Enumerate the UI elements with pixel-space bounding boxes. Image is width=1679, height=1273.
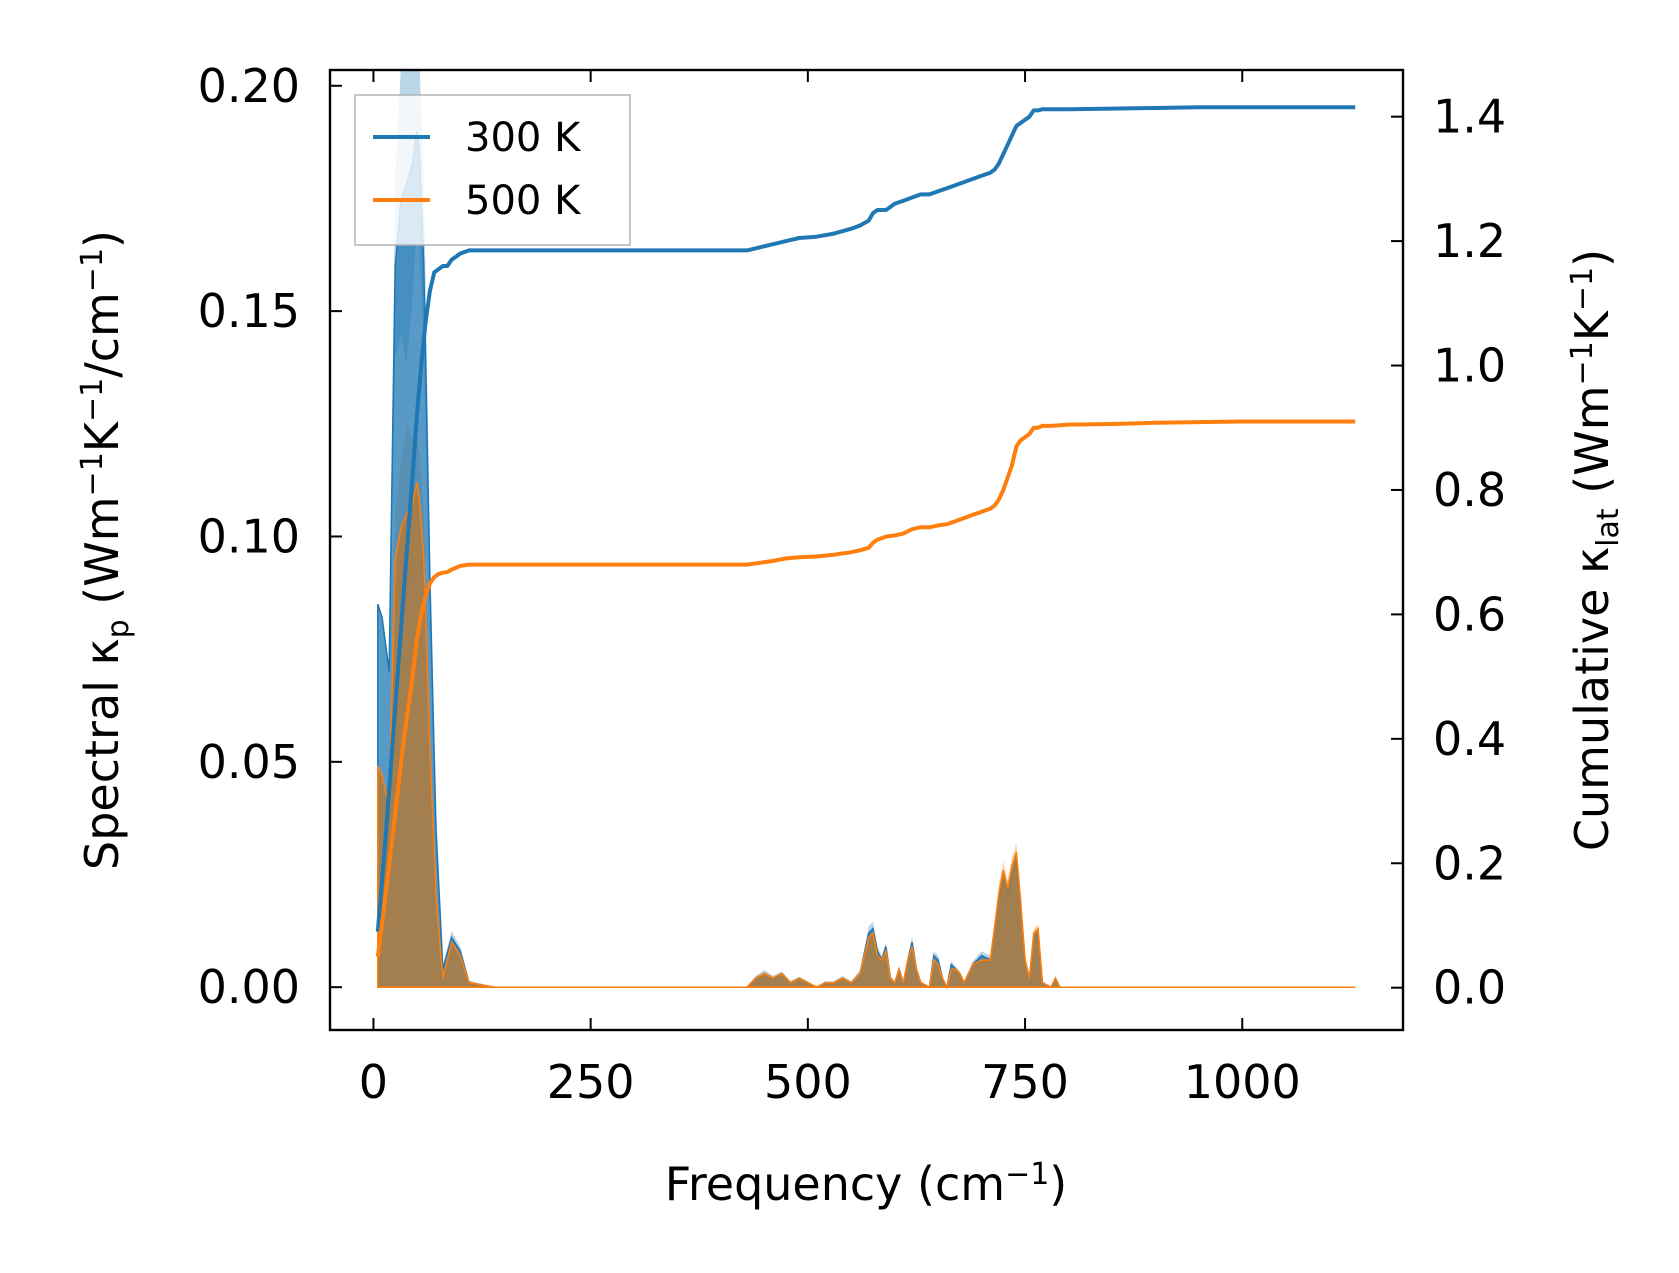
y-right-tick-label: 0.4	[1433, 712, 1506, 766]
legend-label-500k: 500 K	[465, 178, 582, 224]
x-tick-label: 1000	[1184, 1055, 1301, 1109]
y-right-tick-label: 0.0	[1433, 961, 1506, 1015]
spectral-area-500k	[377, 482, 1356, 990]
y-left-tick-label: 0.05	[198, 735, 300, 789]
y-left-tick-label: 0.15	[198, 284, 300, 338]
ticks-layer: 0 250 500 750 1000 0.00 0.05 0.10 0.15 0.20 0.0 0.2…	[198, 59, 1507, 1109]
y-right-tick-label: 1.4	[1433, 90, 1506, 144]
y-right-tick-label: 0.6	[1433, 587, 1506, 641]
series-layer	[375, 70, 1356, 990]
spectral-area-300k	[377, 130, 1356, 990]
legend-label-300k: 300 K	[465, 115, 582, 161]
left-y-axis-label: Spectral κp (Wm−1K−1/cm−1)	[75, 230, 136, 870]
x-tick-label: 500	[764, 1055, 852, 1109]
x-tick-label: 250	[547, 1055, 635, 1109]
y-left-tick-label: 0.10	[198, 509, 300, 563]
plot-frame	[328, 68, 1405, 1032]
cumulative-line-500k	[375, 419, 1356, 957]
cumulative-line-300k	[375, 105, 1356, 932]
legend: 300 K 500 K	[354, 94, 631, 246]
y-right-tick-label: 0.2	[1433, 836, 1506, 890]
y-left-tick-label: 0.20	[198, 59, 300, 113]
spectral-band-500k	[377, 423, 1356, 988]
y-right-tick-label: 1.0	[1433, 339, 1506, 393]
legend-box	[354, 94, 631, 246]
y-left-tick-label: 0.00	[198, 960, 300, 1014]
x-tick-label: 0	[359, 1055, 388, 1109]
right-y-axis-label: Cumulative κlat (Wm−1K−1)	[1565, 249, 1626, 851]
y-right-tick-label: 0.8	[1433, 463, 1506, 517]
y-right-tick-label: 1.2	[1433, 214, 1506, 268]
x-tick-label: 750	[981, 1055, 1069, 1109]
x-axis-label: Frequency (cm−1)	[665, 1157, 1068, 1211]
